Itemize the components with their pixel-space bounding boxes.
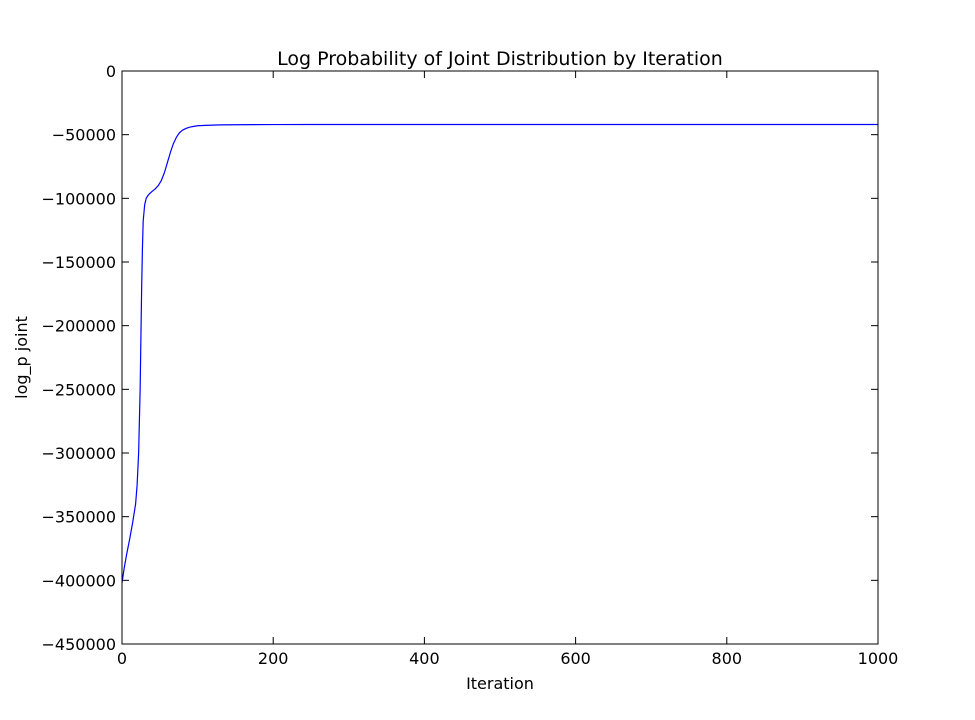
y-axis-label: log_p joint — [12, 316, 32, 399]
y-tick-label: −400000 — [42, 571, 116, 590]
y-tick-label: 0 — [106, 62, 116, 81]
y-tick-label: −50000 — [52, 126, 116, 145]
x-axis-ticks: 0 200 400 600 800 1000 — [117, 71, 898, 668]
plot-frame — [121, 70, 879, 645]
y-tick-label: −250000 — [42, 380, 116, 399]
x-tick-label: 200 — [258, 649, 289, 668]
series-line-0 — [121, 123, 878, 583]
y-axis-ticks: 0 −50000 −100000 −150000 −200000 −250000 −3000… — [42, 62, 878, 654]
x-axis-label: Iteration — [466, 674, 534, 693]
y-tick-label: −150000 — [42, 253, 116, 272]
x-tick-label: 400 — [409, 649, 440, 668]
x-tick-label: 600 — [560, 649, 591, 668]
x-tick-label: 0 — [117, 649, 127, 668]
chart-title: Log Probability of Joint Distribution by… — [277, 48, 723, 70]
y-tick-label: −300000 — [42, 444, 116, 463]
y-tick-label: −350000 — [42, 508, 116, 527]
x-tick-label: 1000 — [858, 649, 899, 668]
series-layer — [121, 123, 878, 583]
x-tick-label: 800 — [712, 649, 743, 668]
y-tick-label: −450000 — [42, 635, 116, 654]
y-tick-label: −100000 — [42, 189, 116, 208]
y-tick-label: −200000 — [42, 317, 116, 336]
